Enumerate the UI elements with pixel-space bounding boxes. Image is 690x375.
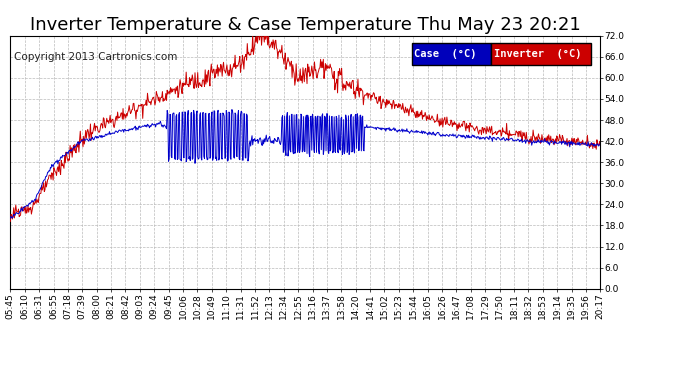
- Text: Inverter  (°C): Inverter (°C): [493, 49, 581, 59]
- Title: Inverter Temperature & Case Temperature Thu May 23 20:21: Inverter Temperature & Case Temperature …: [30, 16, 581, 34]
- Text: Case  (°C): Case (°C): [414, 49, 477, 59]
- Text: Copyright 2013 Cartronics.com: Copyright 2013 Cartronics.com: [14, 53, 177, 63]
